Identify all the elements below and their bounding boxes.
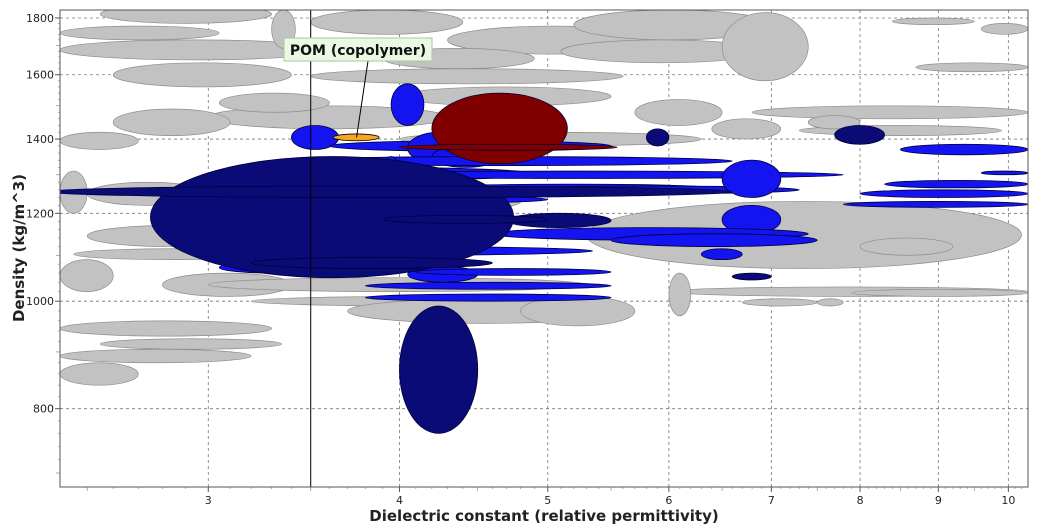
selected-material-bubble-87 (250, 257, 493, 269)
background-material-bubble-0 (99, 10, 272, 24)
x-tick-label-1: 4 (396, 494, 403, 507)
background-material-bubble-24 (980, 22, 1028, 35)
selected-material-bubble-89 (399, 143, 618, 151)
background-material-bubble-20 (751, 105, 1028, 120)
selected-material-bubble-75 (884, 179, 1028, 189)
axis-ticks: 3 4 5 6 7 8 9 10 800 1000 1200 1400 1600 1800 (26, 12, 1022, 507)
background-material-bubble-41 (60, 362, 139, 386)
background-material-bubble-18 (634, 99, 723, 126)
plot-frame (59, 9, 1029, 488)
x-tick-label-0: 3 (205, 494, 212, 507)
background-material-bubble-44 (851, 288, 1028, 297)
highlighted-material-bubble-90 (332, 133, 380, 142)
selected-material-bubble-73 (899, 143, 1028, 156)
y-tick-label-0: 800 (33, 403, 54, 416)
x-axis-title: Dielectric constant (relative permittivi… (369, 507, 718, 525)
annotation-label: POM (copolymer) (290, 43, 426, 59)
y-tick-label-1: 1000 (26, 295, 54, 308)
annotation: POM (copolymer) (283, 37, 433, 138)
selected-material-bubble-69 (415, 268, 612, 276)
selected-material-bubble-88 (431, 92, 568, 165)
background-material-bubble-9 (721, 12, 809, 82)
x-tick-label-6: 9 (935, 494, 942, 507)
background-material-bubble-3 (112, 62, 292, 88)
background-material-bubble-23 (892, 17, 975, 26)
x-tick-label-3: 6 (665, 494, 672, 507)
background-material-bubble-15 (218, 92, 330, 113)
selected-material-bubble-82 (645, 128, 670, 147)
selected-material-bubble-72 (364, 293, 612, 302)
background-material-bubble-5 (310, 10, 464, 35)
selected-material-bubble-77 (842, 201, 1028, 208)
background-material-bubble-40 (60, 348, 252, 364)
selected-material-bubble-70 (700, 248, 743, 261)
background-material-bubble-14 (112, 108, 231, 136)
selected-material-bubble-81 (399, 305, 479, 434)
selected-material-bubble-60 (721, 159, 782, 198)
background-material-bubble-19 (711, 118, 782, 140)
y-tick-label-3: 1400 (26, 133, 54, 146)
x-tick-label-5: 8 (857, 494, 864, 507)
selected-material-bubble-71 (364, 281, 612, 290)
y-tick-label-2: 1200 (26, 207, 54, 220)
background-material-bubble-47 (816, 298, 844, 307)
background-material-bubble-45 (859, 237, 954, 256)
annotation-leader-line (356, 60, 369, 138)
x-tick-label-4: 7 (768, 494, 775, 507)
background-material-bubble-11 (310, 68, 624, 85)
selected-material-bubble-74 (980, 170, 1028, 176)
selected-material-bubble-80 (60, 185, 733, 198)
background-material-bubble-46 (741, 298, 818, 307)
background-material-bubble-32 (60, 259, 114, 292)
background-material-bubble-1 (60, 25, 220, 41)
background-material-bubble-39 (99, 338, 282, 350)
background-material-bubble-16 (60, 131, 139, 150)
selected-material-bubble-83 (834, 125, 885, 145)
y-axis-title: Density (kg/m^3) (10, 174, 28, 322)
selected-material-bubble-76 (859, 189, 1028, 198)
x-tick-label-2: 5 (544, 494, 551, 507)
annotation-box (283, 37, 433, 62)
background-material-bubble-38 (60, 320, 272, 337)
selected-material-bubble-86 (382, 214, 549, 224)
selected-material-bubble-64 (610, 233, 818, 247)
background-material-bubble-22 (915, 62, 1028, 73)
x-tick-label-7: 10 (1001, 494, 1015, 507)
background-material-bubble-25 (807, 115, 861, 130)
selected-material-bubble-50 (390, 83, 425, 126)
y-tick-label-5: 1800 (26, 12, 54, 25)
selected-material-bubble-84 (731, 272, 772, 281)
background-material-bubble-43 (668, 272, 692, 317)
y-tick-label-4: 1600 (26, 69, 54, 82)
